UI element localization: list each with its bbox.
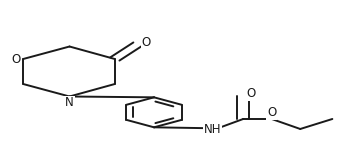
Text: N: N bbox=[65, 96, 74, 109]
Text: O: O bbox=[141, 36, 150, 49]
Text: O: O bbox=[246, 88, 256, 100]
Text: O: O bbox=[11, 53, 21, 66]
Text: NH: NH bbox=[203, 123, 221, 136]
Text: O: O bbox=[267, 106, 276, 119]
